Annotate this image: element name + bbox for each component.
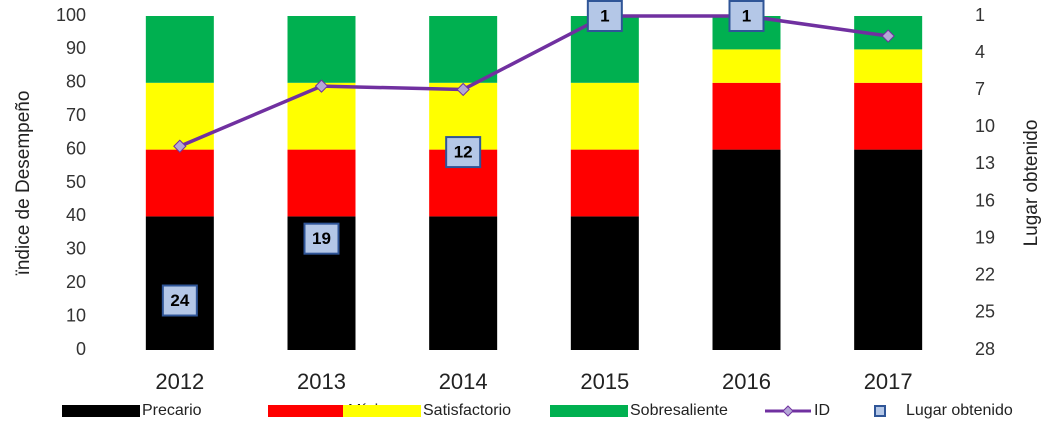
y2-tick-label: 25 <box>975 302 995 322</box>
x-tick-label: 2016 <box>722 369 771 394</box>
marker-box <box>161 284 198 317</box>
y-tick-label: 10 <box>66 305 86 325</box>
bar-segment <box>570 149 639 217</box>
line-marker <box>173 139 187 153</box>
bar-segment <box>145 149 214 217</box>
legend-label: Sobresaliente <box>630 402 728 419</box>
x-tick-label: 2017 <box>864 369 913 394</box>
bar-segment <box>145 216 214 350</box>
legend-swatch <box>343 405 421 417</box>
data-label: 19 <box>312 229 331 248</box>
bar-segment <box>712 82 781 150</box>
legend-box <box>874 405 886 417</box>
line-marker <box>881 29 895 43</box>
y-tick-label: 80 <box>66 72 86 92</box>
y-tick-label: 20 <box>66 272 86 292</box>
data-label: 12 <box>454 143 473 162</box>
y-tick-label: 70 <box>66 105 86 125</box>
bar-segment <box>429 16 498 83</box>
y-tick-label: 0 <box>76 339 86 359</box>
x-tick-label: 2014 <box>439 369 488 394</box>
marker-box <box>728 0 765 32</box>
y2-tick-label: 1 <box>975 5 985 25</box>
legend-label: ID <box>814 402 830 419</box>
legend-swatch <box>62 405 140 417</box>
y-tick-label: 40 <box>66 205 86 225</box>
data-label: 1 <box>742 6 751 25</box>
y2-tick-label: 19 <box>975 227 995 247</box>
line <box>179 14 889 148</box>
bar-segment <box>854 82 923 150</box>
line-marker <box>456 82 470 97</box>
y-tick-label: 30 <box>66 239 86 259</box>
bar-segment <box>145 16 214 83</box>
y2-tick-label: 4 <box>975 42 985 62</box>
y-tick-label: 50 <box>66 172 86 192</box>
y-tick-label: 90 <box>66 38 86 58</box>
legend-marker <box>782 405 794 417</box>
y2-tick-label: 13 <box>975 153 995 173</box>
bar-segment <box>287 149 356 217</box>
legend-label: Precario <box>142 402 202 419</box>
x-tick-label: 2013 <box>297 369 346 394</box>
bar-segment <box>429 216 498 350</box>
y2-tick-label: 7 <box>975 79 985 99</box>
legend-swatch <box>550 405 628 417</box>
bar-segment <box>712 149 781 350</box>
bar-segment <box>570 82 639 150</box>
y-tick-label: 100 <box>56 5 86 25</box>
marker-box <box>586 0 623 32</box>
legend-label: Satisfactorio <box>423 402 511 419</box>
y-axis-title: ïndice de Desempeño <box>13 91 34 276</box>
legend-swatch <box>268 405 346 417</box>
y2-tick-label: 28 <box>975 339 995 359</box>
data-label: 24 <box>170 291 189 310</box>
marker-box <box>303 222 340 255</box>
y2-tick-label: 16 <box>975 190 995 210</box>
y2-axis-title: Lugar obtenido <box>1021 120 1042 247</box>
y2-tick-label: 10 <box>975 116 995 136</box>
x-tick-label: 2015 <box>580 369 629 394</box>
line-marker <box>314 79 329 93</box>
y-tick-label: 60 <box>66 138 86 158</box>
bar-segment <box>712 49 781 83</box>
bar-segment <box>287 16 356 83</box>
bar-segment <box>570 216 639 350</box>
data-label: 1 <box>600 6 609 25</box>
bar-segment <box>854 49 923 83</box>
x-tick-label: 2012 <box>155 369 204 394</box>
y2-tick-label: 22 <box>975 265 995 285</box>
marker-box <box>445 136 482 169</box>
legend-label: Lugar obtenido <box>906 402 1013 419</box>
bar-segment <box>854 149 923 350</box>
